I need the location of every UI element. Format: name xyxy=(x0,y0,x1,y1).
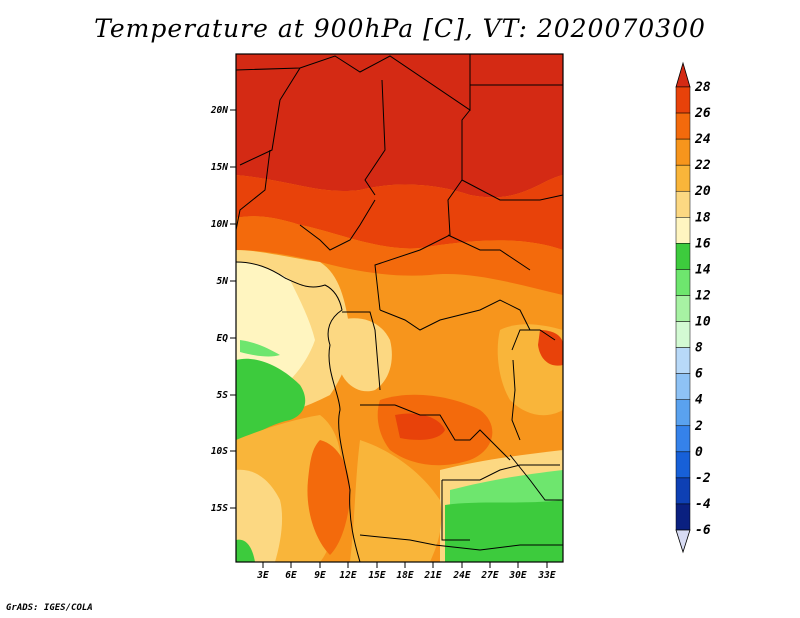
lon-tick-label: 24E xyxy=(452,570,470,581)
colorbar-bin xyxy=(675,477,691,505)
colorbar-level-label: 10 xyxy=(695,315,711,330)
lon-tick-label: 30E xyxy=(508,570,526,581)
lon-tick-label: 3E xyxy=(256,570,269,581)
lat-tick-label: EQ xyxy=(217,333,229,344)
temperature-field xyxy=(236,54,563,562)
colorbar-level-label: -2 xyxy=(695,471,711,486)
latitude-axis: 20N 15N 10N 5N EQ 5S 10S 15S xyxy=(210,105,236,514)
colorbar-bin xyxy=(675,451,691,479)
colorbar-level-label: 2 xyxy=(694,419,703,434)
colorbar-top-arrow xyxy=(675,61,691,88)
lon-tick-label: 6E xyxy=(285,570,297,581)
longitude-axis: 3E 6E 9E 12E 15E 18E 21E 24E 27E 30E 33E xyxy=(256,562,556,581)
colorbar-level-label: 24 xyxy=(694,132,711,147)
map-frame xyxy=(235,53,564,563)
colorbar-bin xyxy=(675,164,691,192)
colorbar-bin xyxy=(675,112,691,140)
colorbar-level-label: -6 xyxy=(695,523,711,538)
lat-tick-label: 15S xyxy=(211,503,228,514)
colorbar-bin xyxy=(675,190,691,218)
colorbar-level-label: 20 xyxy=(694,184,711,199)
lat-tick-label: 5N xyxy=(217,276,229,287)
lon-tick-label: 12E xyxy=(339,570,356,581)
colorbar-level-label: 28 xyxy=(694,80,711,95)
colorbar-bin xyxy=(675,373,691,400)
colorbar-bin xyxy=(675,425,691,453)
lon-tick-label: 21E xyxy=(423,570,441,581)
colorbar-level-label: 8 xyxy=(695,341,703,356)
map-title: Temperature at 900hPa [C], VT: 202007030… xyxy=(94,14,706,43)
lon-tick-label: 27E xyxy=(480,570,498,581)
lat-tick-label: 10N xyxy=(211,219,228,230)
colorbar-level-label: 22 xyxy=(694,158,711,173)
lat-tick-label: 5S xyxy=(217,390,229,401)
lat-tick-label: 15N xyxy=(211,162,228,173)
colorbar-bin xyxy=(675,503,691,531)
colorbar-level-label: 26 xyxy=(694,106,711,121)
colorbar-level-label: 12 xyxy=(695,288,711,303)
colorbar-level-label: -4 xyxy=(695,497,711,512)
lat-tick-label: 10S xyxy=(211,446,228,457)
country-borders xyxy=(236,54,563,562)
lon-tick-label: 33E xyxy=(537,570,555,581)
colorbar-bin xyxy=(675,269,691,296)
credit-label: GrADS: IGES/COLA xyxy=(6,603,93,613)
colorbar-bin xyxy=(675,399,691,427)
colorbar-bin xyxy=(675,295,691,322)
colorbar-bin xyxy=(675,217,691,244)
colorbar-bottom-arrow xyxy=(675,529,691,554)
lon-tick-label: 15E xyxy=(368,570,385,581)
colorbar-bin xyxy=(675,347,691,374)
lat-tick-label: 20N xyxy=(210,105,228,116)
colorbar-bin xyxy=(675,321,691,348)
colorbar-bin xyxy=(675,243,691,270)
colorbar-level-label: 6 xyxy=(695,367,703,382)
colorbar-level-label: 16 xyxy=(695,236,711,251)
colorbar-level-label: 4 xyxy=(695,393,703,408)
colorbar-bin xyxy=(675,86,691,114)
colorbar-level-label: 18 xyxy=(695,210,711,225)
colorbar-level-label: 0 xyxy=(695,445,703,460)
lon-tick-label: 9E xyxy=(314,570,326,581)
lon-tick-label: 18E xyxy=(396,570,413,581)
colorbar-bin xyxy=(675,138,691,166)
colorbar-level-label: 14 xyxy=(695,262,711,277)
